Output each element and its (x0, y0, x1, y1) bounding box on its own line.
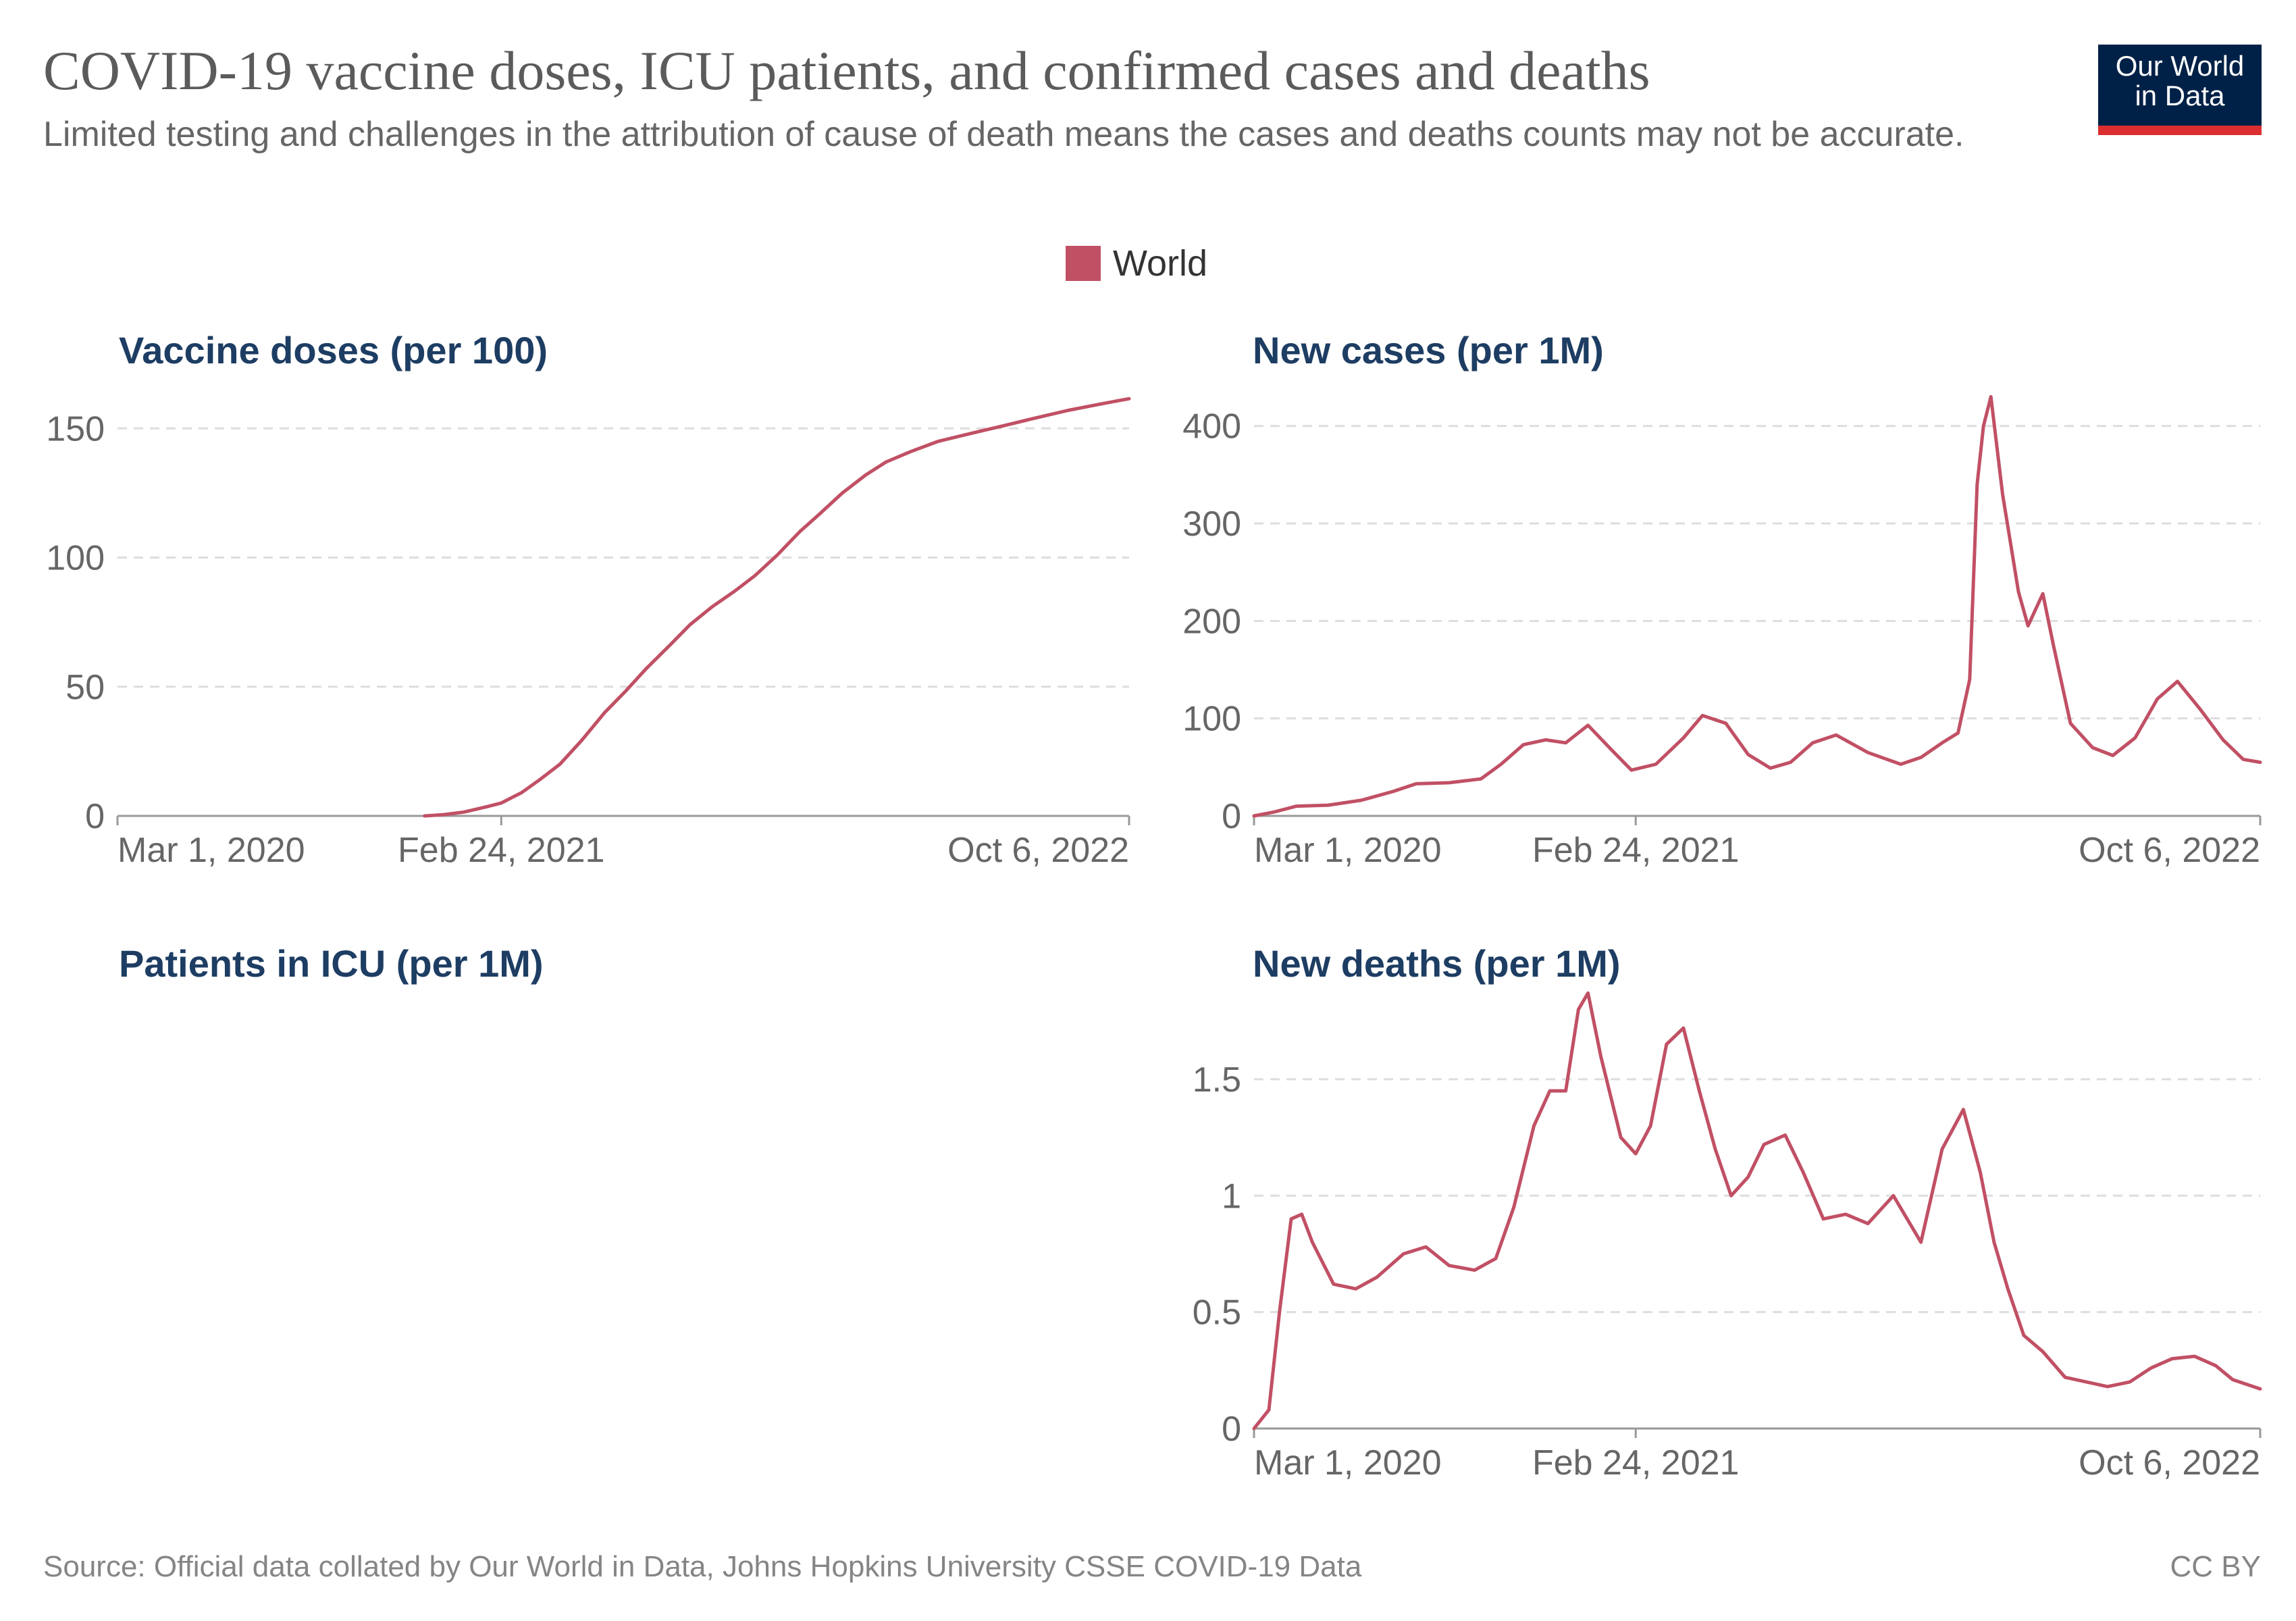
x-tick-label: Feb 24, 2021 (398, 831, 604, 870)
y-tick-label: 400 (1182, 407, 1241, 446)
y-tick-label: 200 (1182, 602, 1241, 641)
panel-title: Patients in ICU (per 1M) (119, 942, 544, 985)
panel-title: Vaccine doses (per 100) (119, 329, 548, 371)
source-note[interactable]: Source: Official data collated by Our Wo… (43, 1550, 1362, 1583)
page-subtitle: Limited testing and challenges in the at… (43, 115, 1964, 154)
panel-title: New deaths (per 1M) (1253, 942, 1621, 985)
x-tick-label: Mar 1, 2020 (118, 831, 305, 870)
y-tick-label: 1.5 (1193, 1060, 1241, 1100)
x-tick-label: Mar 1, 2020 (1254, 1443, 1442, 1483)
x-tick-label: Oct 6, 2022 (2079, 1443, 2260, 1483)
series-line-world (1252, 991, 2262, 1431)
y-tick-label: 100 (1182, 700, 1241, 739)
legend-label-world: World (1113, 243, 1208, 284)
y-tick-label: 100 (46, 539, 105, 578)
logo-accent-bar (2098, 126, 2262, 135)
logo-line-2: in Data (2135, 80, 2225, 111)
license-link[interactable]: CC BY (2170, 1550, 2261, 1583)
legend-swatch (1066, 246, 1101, 281)
x-tick-label: Mar 1, 2020 (1254, 831, 1442, 870)
legend[interactable]: World (1066, 243, 1207, 284)
y-tick-label: 150 (46, 409, 105, 448)
y-tick-label: 0.5 (1193, 1293, 1241, 1333)
panel-title: New cases (per 1M) (1253, 329, 1604, 371)
x-tick-label: Feb 24, 2021 (1532, 831, 1739, 870)
owid-logo[interactable]: Our World in Data (2098, 45, 2262, 135)
logo-line-1: Our World (2115, 50, 2245, 82)
x-tick-label: Oct 6, 2022 (2079, 831, 2260, 870)
y-tick-label: 1 (1222, 1177, 1241, 1216)
page-title: COVID-19 vaccine doses, ICU patients, an… (43, 40, 1650, 101)
y-tick-label: 300 (1182, 505, 1241, 544)
y-tick-label: 0 (1222, 797, 1241, 836)
y-tick-label: 50 (66, 668, 105, 707)
y-tick-label: 0 (1222, 1410, 1241, 1449)
series-line-world (423, 396, 1131, 818)
x-tick-label: Feb 24, 2021 (1532, 1443, 1739, 1483)
series-line-world (1252, 394, 2262, 818)
y-tick-label: 0 (85, 797, 105, 836)
x-tick-label: Oct 6, 2022 (947, 831, 1129, 870)
